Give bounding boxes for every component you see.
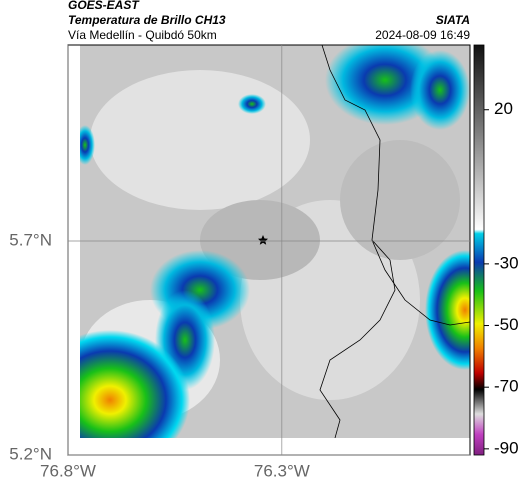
- colorbar-tick-label: -70: [494, 377, 519, 396]
- colorbar-tick-label: -30: [494, 253, 519, 272]
- colorbar: [473, 44, 485, 456]
- y-tick-label: 5.7°N: [9, 230, 52, 249]
- agency: SIATA: [436, 13, 470, 27]
- subtitle: Vía Medellín - Quibdó 50km: [68, 28, 217, 42]
- source: GOES-EAST: [68, 0, 140, 12]
- satellite-image: [80, 45, 470, 438]
- y-tick-label: 5.2°N: [9, 444, 52, 463]
- colorbar-tick-label: -90: [494, 438, 519, 457]
- x-tick-label: 76.3°W: [254, 461, 310, 480]
- timestamp: 2024-08-09 16:49: [375, 28, 470, 42]
- colorbar-tick-label: 20: [494, 99, 513, 118]
- colorbar-tick-label: -50: [494, 315, 519, 334]
- location-marker: [257, 235, 268, 245]
- x-tick-label: 76.8°W: [40, 461, 96, 480]
- title: Temperatura de Brillo CH13: [68, 13, 226, 27]
